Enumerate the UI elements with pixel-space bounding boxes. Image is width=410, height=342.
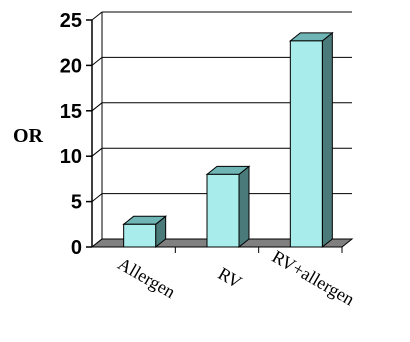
bar-front <box>123 223 157 248</box>
gridline-depth <box>91 102 103 112</box>
y-tick-label: 0 <box>71 237 82 259</box>
bar-front <box>289 40 323 248</box>
bar-side <box>321 31 333 249</box>
y-tick-label: 10 <box>60 146 82 168</box>
bars <box>122 31 334 249</box>
gridline-depth <box>91 147 103 157</box>
x-category-label: Allergen <box>115 253 179 302</box>
x-category-label: RV+allergen <box>269 246 358 309</box>
y-tick-labels: 0 5 10 15 20 25 <box>60 10 82 259</box>
y-axis <box>86 19 343 253</box>
y-tick-label: 25 <box>60 10 82 32</box>
y-tick-label: 15 <box>60 101 82 123</box>
y-axis-label: OR <box>13 125 44 147</box>
bar-front <box>206 173 240 248</box>
grid-lines <box>91 11 352 248</box>
gridline-depth <box>91 57 103 66</box>
bar-rv <box>205 165 251 249</box>
gridline-depth <box>91 11 103 21</box>
y-tick-label: 20 <box>60 55 82 77</box>
x-category-label: RV <box>215 263 245 292</box>
x-category-labels: Allergen RV RV+allergen <box>115 246 358 309</box>
gridline-depth <box>91 193 103 202</box>
y-tick-label: 5 <box>71 192 82 214</box>
bar-allergen <box>122 215 168 249</box>
bar-rv-allergen <box>288 31 334 249</box>
bar-side <box>238 165 250 249</box>
